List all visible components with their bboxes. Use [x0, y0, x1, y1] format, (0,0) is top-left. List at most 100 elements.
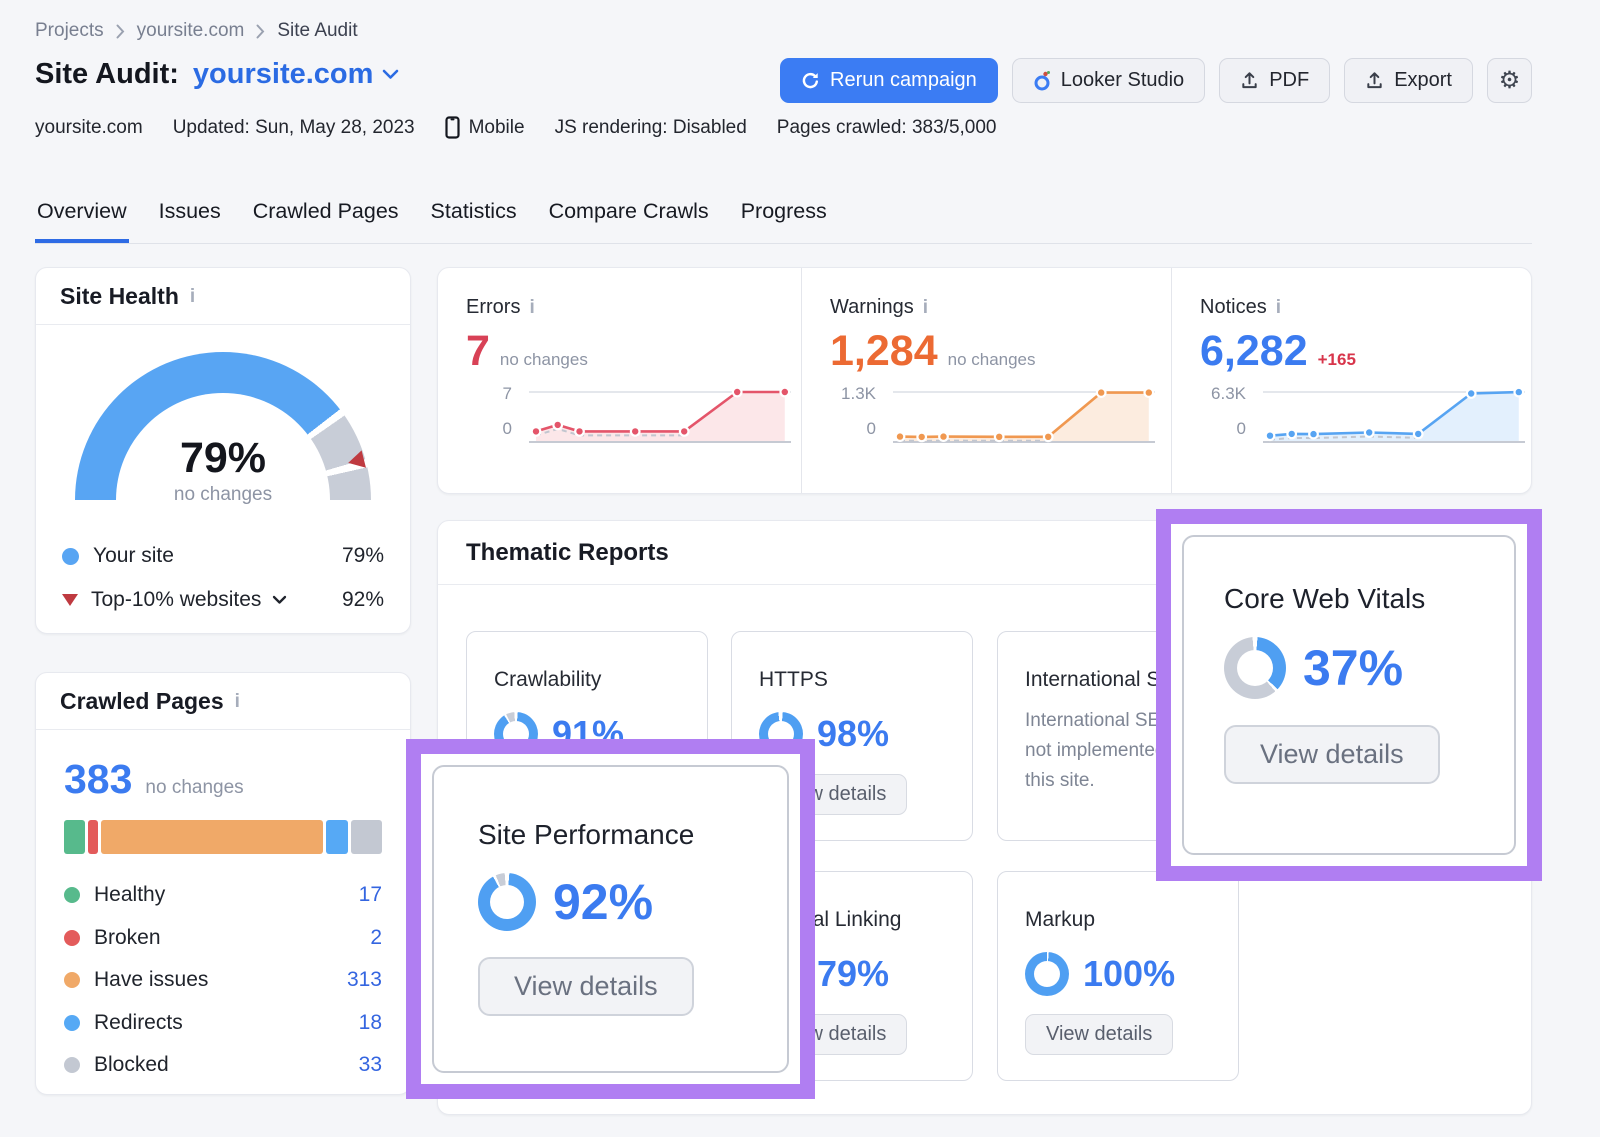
legend-count-link[interactable]: 17 — [358, 883, 382, 907]
refresh-icon — [801, 71, 820, 90]
crawled-pages-header: Crawled Pages i — [36, 673, 410, 730]
legend-count-link[interactable]: 313 — [346, 968, 382, 992]
legend-row-blocked: Blocked 33 — [64, 1044, 382, 1087]
legend-row-broken: Broken 2 — [64, 917, 382, 960]
errors-count[interactable]: 7 — [466, 327, 490, 375]
breadcrumb-site-audit: Site Audit — [277, 20, 358, 41]
red-triangle-icon — [62, 594, 78, 606]
settings-button[interactable]: ⚙ — [1487, 58, 1532, 103]
core-web-vitals-card: Core Web Vitals 37% View details — [1182, 535, 1516, 855]
tab-statistics[interactable]: Statistics — [430, 199, 517, 223]
tab-progress[interactable]: Progress — [740, 199, 827, 223]
site-performance-view-details-button[interactable]: View details — [478, 957, 694, 1016]
markup-donut — [1025, 952, 1069, 996]
legend-label: Broken — [94, 925, 161, 949]
site-health-card: Site Health i 79% no changes Your site 7… — [35, 267, 411, 634]
header-actions: Rerun campaign Looker Studio PDF Export … — [780, 58, 1532, 103]
crawled-pages-change: no changes — [145, 777, 244, 798]
core-web-vitals-percent: 37% — [1303, 640, 1404, 696]
upload-icon — [1365, 71, 1384, 90]
green-dot-icon — [64, 887, 80, 904]
info-icon[interactable]: i — [189, 285, 196, 307]
legend-label: Blocked — [94, 1053, 169, 1077]
meta-pages-crawled: Pages crawled: 383/5,000 — [776, 116, 997, 138]
notices-count[interactable]: 6,282 — [1200, 327, 1308, 375]
site-performance-title: Site Performance — [478, 819, 695, 850]
https-percent: 98% — [817, 713, 890, 754]
campaign-selector[interactable]: yoursite.com — [193, 58, 400, 91]
info-icon[interactable]: i — [234, 690, 240, 712]
legend-count-link[interactable]: 18 — [358, 1010, 382, 1034]
gear-icon: ⚙ — [1498, 66, 1521, 94]
legend-label: Healthy — [94, 883, 166, 907]
site-health-legend: Your site 79% Top-10% websites 92% — [62, 534, 384, 622]
legend-label: Have issues — [94, 968, 209, 992]
pdf-button[interactable]: PDF — [1219, 58, 1331, 103]
campaign-domain: yoursite.com — [192, 58, 374, 90]
site-performance-percent: 92% — [553, 874, 654, 930]
tab-crawled-pages[interactable]: Crawled Pages — [252, 199, 399, 223]
legend-label: Your site — [93, 544, 174, 567]
markup-view-details-button[interactable]: View details — [1025, 1014, 1174, 1055]
info-icon[interactable]: i — [922, 297, 929, 318]
core-web-vitals-view-details-button[interactable]: View details — [1224, 725, 1440, 784]
gauge-text: 79% no changes — [75, 434, 371, 506]
info-icon[interactable]: i — [1275, 297, 1281, 318]
errors-change: no changes — [499, 350, 588, 369]
info-icon[interactable]: i — [529, 297, 535, 318]
warnings-title: Warnings — [830, 296, 914, 318]
upload-icon — [1240, 71, 1259, 90]
legend-label: Redirects — [94, 1010, 183, 1034]
legend-count-link[interactable]: 33 — [358, 1053, 382, 1077]
international-seo-description: International SEO is not implemented on … — [1025, 710, 1194, 791]
red-dot-icon — [64, 929, 80, 946]
meta-updated: Updated: Sun, May 28, 2023 — [172, 116, 415, 138]
chevron-down-icon[interactable] — [272, 595, 287, 605]
meta-js-rendering: JS rendering: Disabled — [554, 116, 747, 138]
bar-segment-broken — [87, 820, 98, 854]
tab-overview[interactable]: Overview — [35, 193, 129, 243]
legend-row-have-issues: Have issues 313 — [64, 959, 382, 1002]
export-button[interactable]: Export — [1344, 58, 1473, 103]
gray-dot-icon — [64, 1057, 80, 1074]
bar-segment-have-issues — [100, 820, 324, 854]
crawled-pages-card: Crawled Pages i 383 no changes Healthy 1… — [35, 672, 411, 1095]
breadcrumb-domain[interactable]: yoursite.com — [136, 20, 245, 41]
warnings-count[interactable]: 1,284 — [830, 327, 938, 375]
legend-row-your-site: Your site 79% — [62, 534, 384, 578]
page-title: Site Audit: — [35, 58, 179, 90]
core-web-vitals-title: Core Web Vitals — [1224, 583, 1426, 614]
looker-studio-icon — [1033, 70, 1051, 92]
breadcrumb-projects[interactable]: Projects — [35, 20, 104, 41]
rerun-campaign-button[interactable]: Rerun campaign — [780, 58, 998, 103]
markup-card: Markup 100% View details — [997, 871, 1239, 1081]
site-health-title: Site Health — [60, 282, 179, 309]
tab-compare-crawls[interactable]: Compare Crawls — [548, 199, 709, 223]
y-axis-min: 0 — [866, 419, 876, 438]
site-performance-callout: Site Performance 92% View details — [406, 739, 815, 1099]
crawled-pages-stacked-bar — [64, 820, 382, 854]
warnings-section: Warnings i 1,284 no changes 1.3K 0 — [801, 268, 1171, 493]
notices-delta: +165 — [1317, 350, 1356, 369]
crawled-pages-total[interactable]: 383 — [64, 756, 133, 802]
looker-studio-button[interactable]: Looker Studio — [1011, 58, 1206, 103]
blue-dot-icon — [62, 547, 79, 565]
errors-title: Errors — [466, 296, 521, 318]
y-axis-max: 7 — [502, 384, 512, 403]
legend-count-link[interactable]: 2 — [370, 925, 382, 949]
international-seo-title: International SEO — [1025, 668, 1191, 691]
site-health-change: no changes — [173, 484, 273, 505]
legend-label: Top-10% websites — [91, 588, 262, 611]
bar-segment-healthy — [64, 820, 85, 854]
notices-sparkline: 6.3K 0 — [1200, 383, 1533, 449]
core-web-vitals-callout: Core Web Vitals 37% View details — [1156, 509, 1542, 881]
thematic-header: Thematic Reports — [438, 521, 1531, 585]
warnings-change: no changes — [947, 350, 1036, 369]
crawled-pages-legend: Healthy 17 Broken 2 Have issues 313 Redi… — [64, 874, 382, 1087]
tab-issues[interactable]: Issues — [158, 199, 221, 223]
y-axis-max: 6.3K — [1211, 384, 1246, 403]
mobile-phone-icon — [444, 116, 460, 139]
